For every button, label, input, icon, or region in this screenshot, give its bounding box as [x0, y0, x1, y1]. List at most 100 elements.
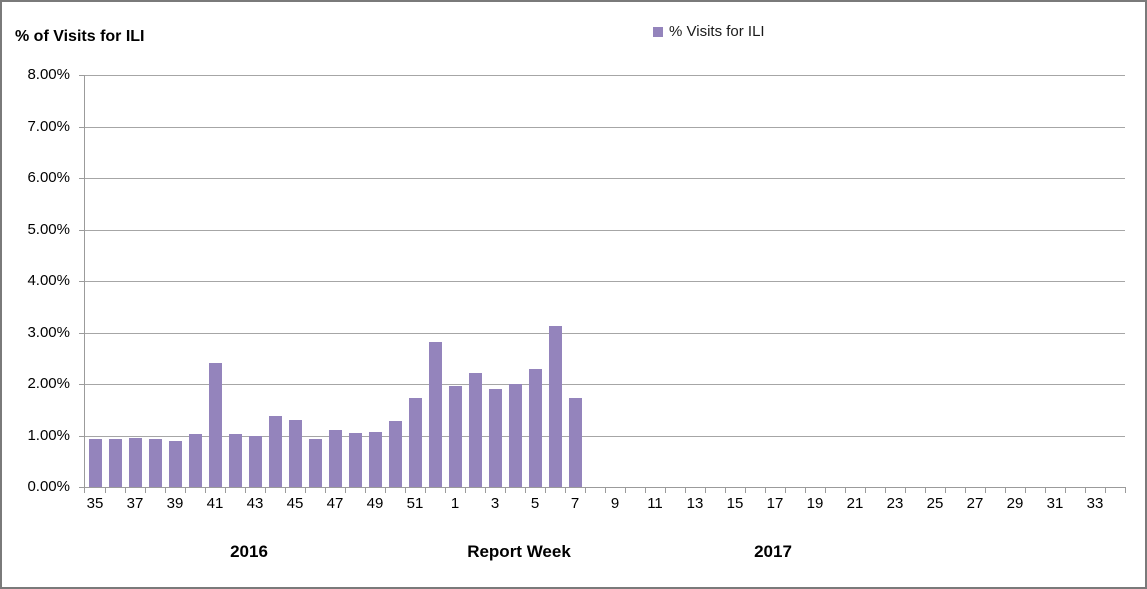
- bar-week-46: [308, 439, 322, 487]
- y-axis-tick: [79, 126, 84, 128]
- y-axis-label: 0.00%: [27, 478, 70, 495]
- bar-week-43: [248, 435, 262, 487]
- x-axis-tick: [525, 488, 526, 493]
- gridline: [85, 435, 1125, 437]
- x-axis-tick: [505, 488, 506, 493]
- bar-week-38: [148, 439, 162, 487]
- bar-week-6: [548, 326, 562, 487]
- bar-week-52: [428, 341, 442, 487]
- y-axis-tick: [79, 332, 84, 334]
- x-axis-tick: [965, 488, 966, 493]
- x-axis-tick: [765, 488, 766, 493]
- x-axis-tick: [485, 488, 486, 493]
- x-axis-tick: [105, 488, 106, 493]
- x-axis-label: 11: [647, 495, 663, 512]
- bar-week-37: [128, 438, 142, 487]
- x-axis-label: 1: [450, 495, 460, 512]
- bar-week-36: [108, 439, 122, 487]
- x-axis-label: 21: [846, 495, 864, 512]
- x-axis-tick: [785, 488, 786, 493]
- x-axis-tick: [905, 488, 906, 493]
- x-axis-tick: [145, 488, 146, 493]
- x-axis-label: 43: [246, 495, 264, 512]
- y-axis-label: 7.00%: [27, 117, 70, 135]
- y-axis-tick: [79, 75, 84, 76]
- x-axis-title: Report Week: [467, 542, 571, 561]
- x-axis-tick: [625, 488, 626, 493]
- x-axis-tick: [745, 488, 746, 493]
- x-axis-label: 45: [286, 495, 304, 512]
- bar-week-41: [208, 362, 222, 487]
- bar-week-5: [528, 369, 542, 487]
- bar-week-7: [568, 398, 582, 487]
- x-axis-tick: [385, 488, 386, 493]
- chart-title: % of Visits for ILI: [15, 28, 145, 45]
- y-axis-label: 1.00%: [27, 426, 70, 444]
- y-axis-tick: [79, 178, 84, 179]
- x-axis-label: 27: [966, 495, 984, 512]
- year-label-2016: 2016: [230, 542, 268, 561]
- gridline: [85, 178, 1125, 179]
- x-axis-tick: [705, 488, 706, 493]
- x-axis-label: 23: [886, 495, 904, 512]
- x-axis-tick: [1045, 488, 1046, 493]
- y-axis-tick: [79, 281, 84, 282]
- x-axis-tick: [465, 488, 466, 493]
- x-axis-tick: [425, 488, 426, 493]
- x-axis-label: 13: [686, 495, 704, 512]
- x-axis-tick: [84, 488, 85, 493]
- x-axis-label: 29: [1006, 495, 1024, 512]
- x-axis-tick: [565, 488, 566, 493]
- gridline: [85, 75, 1125, 76]
- gridline: [85, 229, 1125, 231]
- year-label-2017: 2017: [754, 542, 792, 561]
- bar-week-39: [168, 440, 182, 487]
- x-axis-tick: [205, 488, 206, 493]
- x-axis-tick: [165, 488, 166, 493]
- bar-week-40: [188, 434, 202, 487]
- y-axis-tick: [79, 435, 84, 437]
- bar-week-47: [328, 430, 342, 487]
- y-axis-label: 2.00%: [27, 375, 70, 392]
- x-axis-label: 51: [406, 495, 424, 512]
- bar-week-50: [388, 421, 402, 487]
- x-axis-tick: [245, 488, 246, 493]
- x-axis-tick: [445, 488, 446, 493]
- x-axis-label: 9: [610, 495, 620, 512]
- gridline: [85, 281, 1125, 282]
- y-axis-tick: [79, 229, 84, 231]
- x-axis-tick: [865, 488, 866, 493]
- y-axis-tick: [79, 487, 84, 488]
- bar-week-3: [488, 389, 502, 487]
- x-axis-tick: [325, 488, 326, 493]
- x-axis-tick: [925, 488, 926, 493]
- x-axis-label: 25: [926, 495, 944, 512]
- bar-week-1: [448, 386, 462, 487]
- bar-week-51: [408, 397, 422, 487]
- x-axis-tick: [885, 488, 886, 493]
- x-axis-tick: [1065, 488, 1066, 493]
- bar-week-44: [268, 415, 282, 487]
- x-axis-tick: [1125, 488, 1126, 493]
- x-axis-label: 39: [166, 495, 184, 512]
- x-axis-tick: [665, 488, 666, 493]
- plot-area: 35 37 39 41 43 45 47 49 51 1 3 5 7 9 11 13 15 17 19 21 23 25 2…: [79, 75, 1126, 512]
- gridline: [85, 332, 1125, 334]
- x-axis-tick: [845, 488, 846, 493]
- y-axis-label: 6.00%: [27, 169, 70, 186]
- bar-week-45: [288, 420, 302, 487]
- x-axis-tick: [225, 488, 226, 493]
- x-axis-tick: [345, 488, 346, 493]
- x-axis-tick: [125, 488, 126, 493]
- x-axis-label: 35: [86, 495, 104, 512]
- x-axis-label: 33: [1086, 495, 1104, 512]
- x-axis-tick: [185, 488, 186, 493]
- x-axis-label: 5: [530, 495, 540, 512]
- y-axis-label: 4.00%: [27, 272, 70, 289]
- x-axis-tick: [945, 488, 946, 493]
- y-axis-label: 8.00%: [27, 66, 70, 83]
- y-axis-label: 5.00%: [27, 220, 70, 238]
- x-axis-tick: [265, 488, 266, 493]
- x-axis-tick: [685, 488, 686, 493]
